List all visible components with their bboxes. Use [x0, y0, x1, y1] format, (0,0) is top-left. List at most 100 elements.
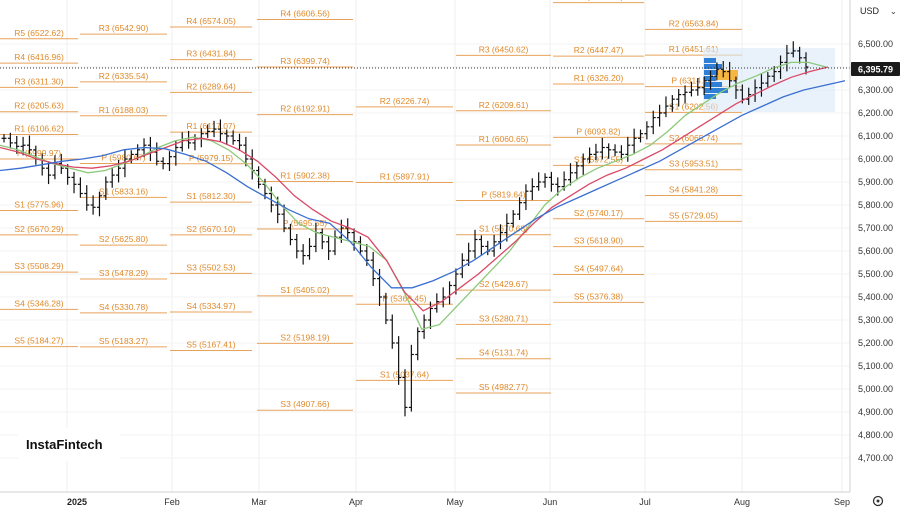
pivot-label: S4 (5334.97) [186, 301, 235, 311]
pivot-label: S1 (5670.68) [479, 224, 528, 234]
x-year-label: 2025 [67, 497, 87, 507]
volume-bar [704, 58, 716, 63]
y-tick-label: 5,300.00 [858, 315, 893, 325]
y-tick-label: 6,500.00 [858, 39, 893, 49]
last-price-label: 6,395.79 [858, 65, 893, 75]
gridlines [0, 0, 850, 492]
last-price-tag [851, 62, 900, 76]
logo-text: InstaFintech [26, 437, 103, 452]
y-tick-label: 5,000.00 [858, 384, 893, 394]
pivot-label: S2 (5740.17) [574, 208, 623, 218]
chart-plot-area: R5 (6522.62) R4 (6416.96) R3 (6311.30) R2 (… [0, 0, 850, 492]
pivot-label: R2 (6335.54) [99, 71, 149, 81]
x-axis-ticks: Feb Mar Apr May Jun Jul Aug Sep [164, 497, 850, 507]
pivot-label: S5 (5167.41) [186, 339, 235, 349]
pivot-label: R1 (6188.03) [99, 105, 149, 115]
pivot-label: R1 (6060.65) [479, 134, 529, 144]
pivot-label: R2 (6192.91) [280, 104, 330, 114]
pivot-label: S1 (5833.16) [99, 186, 148, 196]
pivot-label: R3 (6311.30) [15, 76, 64, 86]
pivot-label: S4 (5346.28) [14, 298, 63, 308]
y-tick-label: 5,800.00 [858, 200, 893, 210]
pivot-label: R2 (6226.74) [380, 96, 430, 106]
moving-average-line [0, 66, 829, 312]
pivot-label: S5 (5729.05) [669, 210, 718, 220]
pivot-label: S1 (5405.02) [280, 285, 329, 295]
pivot-label: R2 (6205.63) [14, 101, 64, 111]
pivot-label: S4 (5131.74) [479, 348, 528, 358]
pivot-label: P (5980.67) [101, 152, 145, 162]
pivot-label: R1 (5902.38) [280, 170, 330, 180]
x-tick-label: Sep [834, 497, 850, 507]
pivot-label: S2 (5429.67) [479, 279, 528, 289]
volume-bar [704, 70, 728, 75]
pivot-label: R2 (6289.64) [186, 81, 236, 91]
pivot-label: S2 (6065.74) [669, 133, 718, 143]
volume-bar [704, 82, 722, 87]
x-tick-label: May [446, 497, 464, 507]
pivot-levels: R5 (6522.62) R4 (6416.96) R3 (6311.30) R2 (… [0, 0, 742, 411]
pivot-label: P (5999.97) [17, 148, 61, 158]
logo-box: InstaFintech [18, 428, 120, 461]
pivot-label: P (5695.55) [283, 218, 327, 228]
y-tick-label: 6,100.00 [858, 131, 893, 141]
pivot-label: S5 (4982.77) [479, 382, 528, 392]
y-axis-ticks: 6,500.006,400.006,300.006,200.006,100.00… [858, 39, 893, 463]
pivot-label: R3 (6450.62) [479, 44, 529, 54]
pivot-label: S5 (5183.27) [99, 336, 148, 346]
pivot-label: S1 (5972.55) [574, 154, 623, 164]
pivot-label: R1 (6326.20) [574, 73, 624, 83]
pivot-label: S1 (5775.96) [14, 200, 63, 210]
pivot-label: R3 (6542.90) [99, 23, 149, 33]
volume-profile [703, 48, 835, 112]
moving-averages [0, 61, 846, 330]
pivot-label: S3 (5618.90) [574, 236, 623, 246]
y-tick-label: 5,900.00 [858, 177, 893, 187]
moving-average-line [0, 80, 846, 289]
y-tick-label: 5,600.00 [858, 246, 893, 256]
x-tick-label: Apr [349, 497, 363, 507]
pivot-label: R4 (6574.05) [186, 16, 236, 26]
pivot-label: R1 (5897.91) [380, 171, 430, 181]
pivot-label: P (6093.82) [576, 126, 620, 136]
volume-bar [704, 88, 728, 93]
pivot-label: S5 (5376.38) [574, 291, 623, 301]
pivot-label: S4 (5841.28) [669, 185, 718, 195]
pivot-label: S3 (4907.66) [280, 399, 329, 409]
pivot-label: S2 (5670.10) [186, 224, 235, 234]
pivot-label: R2 (6563.84) [669, 18, 719, 28]
y-tick-label: 4,900.00 [858, 407, 893, 417]
pivot-label: R4 (6606.56) [280, 8, 330, 18]
pivot-label: R1 (6117.07) [187, 121, 236, 131]
pivot-label: R4 (6416.96) [14, 52, 64, 62]
pivot-label: S3 (5508.29) [14, 261, 63, 271]
volume-bar [704, 94, 716, 99]
pivot-label: P (5368.45) [382, 293, 426, 303]
pivot-label: R2 (6209.61) [479, 100, 529, 110]
pivot-label: S4 (5330.78) [99, 302, 148, 312]
currency-label: USD [860, 6, 880, 16]
pivot-label: P (5819.64) [481, 189, 525, 199]
y-tick-label: 5,700.00 [858, 223, 893, 233]
pivot-label: S2 (5198.19) [280, 332, 329, 342]
settings-gear-icon[interactable] [872, 495, 884, 507]
pivot-label: P (6314.79) [671, 76, 715, 86]
y-axis: 6,500.006,400.006,300.006,200.006,100.00… [849, 0, 900, 510]
y-tick-label: 6,000.00 [858, 154, 893, 164]
pivot-label: S3 (5502.53) [186, 262, 235, 272]
pivot-label: S4 (5497.64) [574, 264, 623, 274]
pivot-label: R3 (6399.74) [280, 56, 330, 66]
y-tick-label: 5,100.00 [858, 361, 893, 371]
pivot-label: S2 (5670.29) [14, 224, 63, 234]
x-tick-label: Jun [543, 497, 558, 507]
chevron-down-icon[interactable]: ⌄ [890, 7, 897, 16]
y-tick-label: 4,700.00 [858, 453, 893, 463]
pivot-label: S1 (5812.30) [186, 191, 235, 201]
pivot-label: R1 (6106.62) [14, 123, 64, 133]
pivot-label: R3 (6679.85) [574, 0, 624, 2]
y-tick-label: 5,500.00 [858, 269, 893, 279]
pivot-label: R2 (6447.47) [574, 45, 624, 55]
pivot-label: R1 (6451.61) [669, 44, 719, 54]
x-tick-label: Jul [639, 497, 651, 507]
